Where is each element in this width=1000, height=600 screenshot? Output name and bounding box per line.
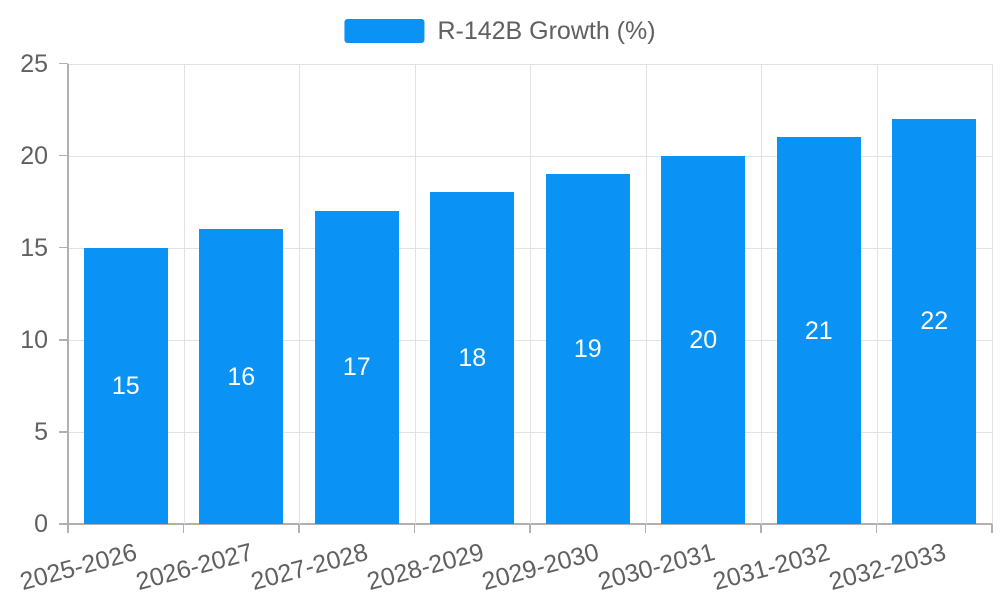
- x-axis-tick: [67, 524, 69, 533]
- y-axis-tick-label: 25: [20, 49, 48, 78]
- x-axis-tick-label: 2031-2032: [710, 538, 833, 596]
- bar-value-label: 17: [342, 353, 371, 382]
- y-axis-tick: [59, 246, 68, 249]
- bar-value-label: 22: [920, 307, 949, 336]
- bar[interactable]: 22: [892, 118, 977, 524]
- bar-value-label: 18: [458, 344, 487, 373]
- y-axis-tick-label: 20: [20, 141, 48, 170]
- x-axis-tick: [413, 524, 416, 533]
- y-axis-tick: [59, 339, 68, 341]
- x-axis-tick-label: 2027-2028: [248, 538, 371, 596]
- y-axis-tick-label: 10: [20, 325, 48, 354]
- x-axis-tick: [760, 524, 762, 533]
- x-axis-tick: [991, 524, 993, 533]
- bar[interactable]: 16: [199, 229, 284, 524]
- legend-swatch-icon: [344, 19, 425, 43]
- vertical-gridline: [992, 63, 993, 524]
- y-axis-tick: [59, 154, 68, 157]
- bar[interactable]: 18: [430, 192, 515, 524]
- y-axis-tick: [59, 523, 68, 525]
- bar[interactable]: 21: [776, 137, 861, 524]
- x-axis-tick: [875, 524, 878, 533]
- bar[interactable]: 19: [545, 174, 630, 524]
- bar-value-label: 16: [227, 362, 256, 391]
- x-axis-tick-label: 2026-2027: [132, 538, 256, 596]
- vertical-gridline: [876, 63, 878, 524]
- y-axis-tick-label: 5: [34, 417, 48, 446]
- x-axis-tick: [182, 524, 185, 533]
- x-axis-tick-label: 2029-2030: [479, 538, 602, 596]
- y-axis-line: [67, 63, 69, 525]
- x-axis-tick: [644, 524, 647, 533]
- legend-label: R-142B Growth (%): [437, 17, 656, 45]
- vertical-gridline: [761, 63, 762, 524]
- x-axis-tick: [529, 524, 531, 533]
- vertical-gridline: [299, 63, 300, 524]
- y-axis-tick-label: 15: [20, 233, 48, 262]
- bar[interactable]: 15: [83, 247, 168, 524]
- bar-value-label: 21: [804, 316, 833, 345]
- x-axis-tick-label: 2030-2031: [594, 538, 718, 596]
- x-axis-tick-label: 2032-2033: [825, 538, 949, 596]
- legend[interactable]: R-142B Growth (%): [344, 17, 656, 45]
- vertical-gridline: [645, 63, 647, 524]
- y-axis-tick: [59, 62, 68, 65]
- vertical-gridline: [530, 63, 531, 524]
- x-axis-tick-label: 2028-2029: [363, 538, 487, 596]
- x-axis-tick-label: 2025-2026: [17, 538, 140, 596]
- vertical-gridline: [183, 63, 185, 524]
- vertical-gridline: [414, 63, 416, 524]
- y-axis-tick-label: 0: [34, 510, 48, 538]
- y-axis-tick: [59, 431, 68, 433]
- x-axis-tick: [298, 524, 300, 533]
- bar-value-label: 20: [689, 325, 718, 354]
- bar-value-label: 15: [111, 371, 140, 400]
- bar-value-label: 19: [573, 335, 602, 363]
- bar[interactable]: 20: [661, 155, 746, 524]
- bar[interactable]: 17: [314, 210, 399, 524]
